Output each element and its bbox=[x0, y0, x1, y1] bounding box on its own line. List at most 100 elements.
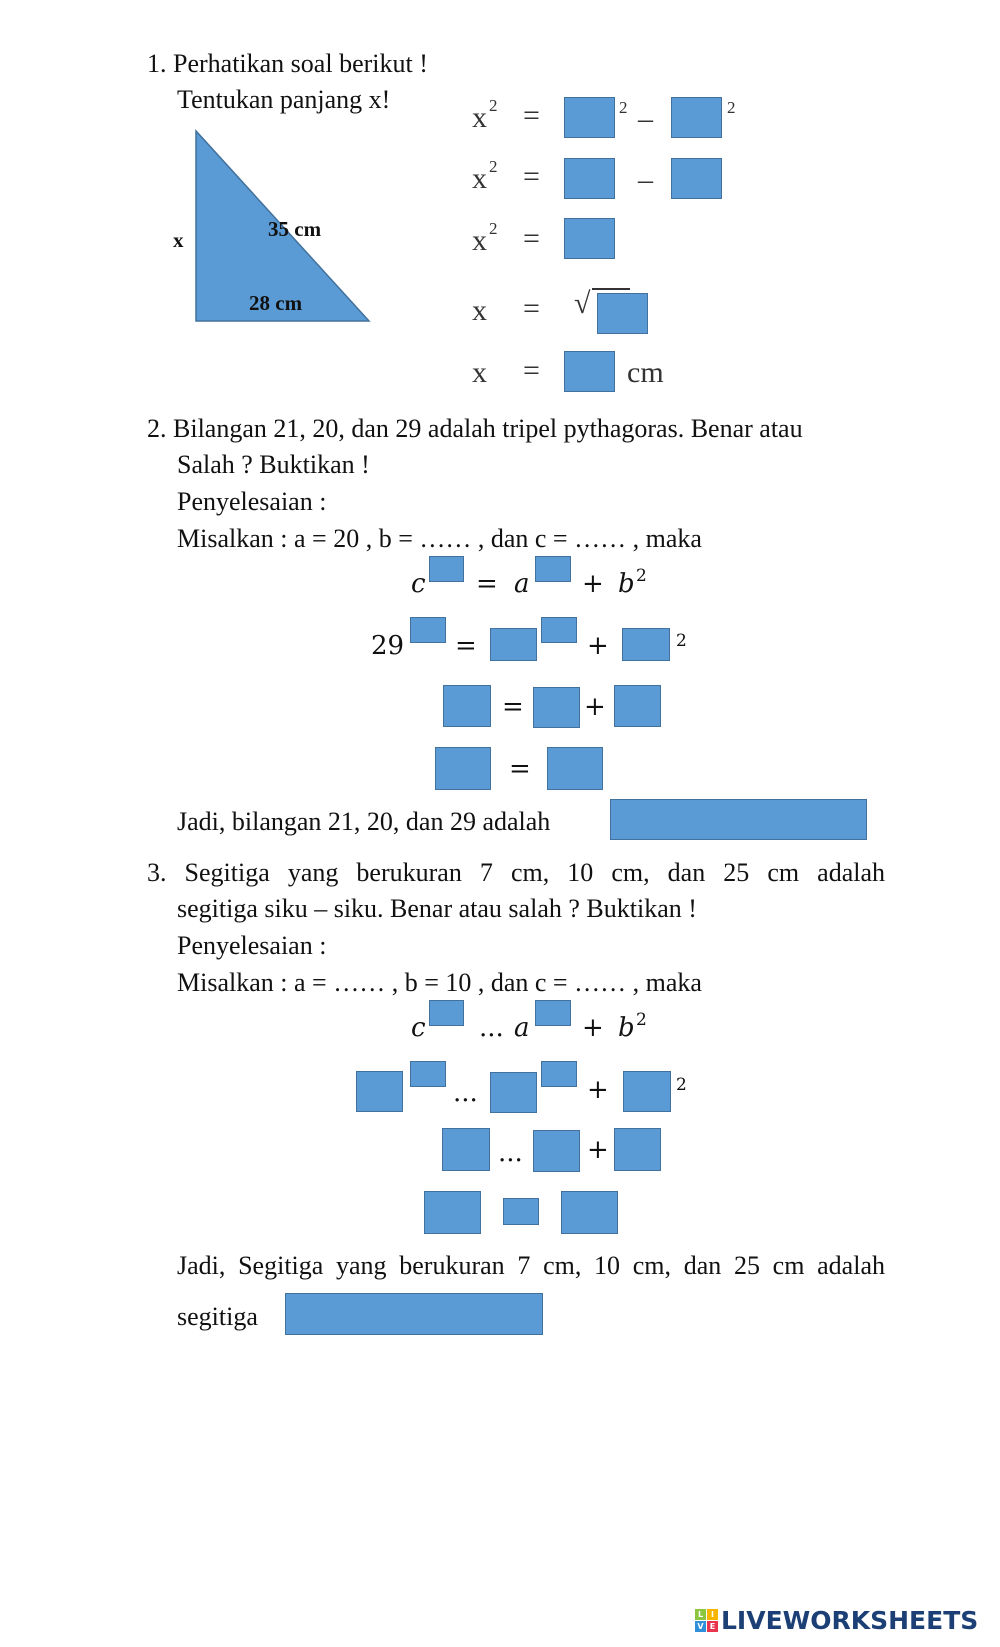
math-sup-2: 2 bbox=[636, 566, 647, 586]
answer-box[interactable] bbox=[564, 218, 615, 259]
sup-2: 2 bbox=[727, 98, 736, 117]
eq-minus: – bbox=[638, 102, 653, 135]
answer-box[interactable] bbox=[541, 1061, 577, 1087]
math-equals: = bbox=[502, 692, 524, 722]
math-29: 29 bbox=[371, 631, 405, 661]
q3-line: segitiga siku – siku. Benar atau salah ?… bbox=[177, 894, 697, 923]
answer-box[interactable] bbox=[671, 158, 722, 199]
sqrt-icon: √ bbox=[574, 287, 591, 320]
sqrt-bar bbox=[592, 288, 630, 290]
sup-2: 2 bbox=[489, 96, 498, 115]
eq-equals: = bbox=[523, 99, 540, 132]
triangle-label-base: 28 cm bbox=[249, 291, 303, 315]
right-triangle bbox=[195, 129, 371, 322]
answer-box[interactable] bbox=[561, 1191, 618, 1234]
sup-2: 2 bbox=[619, 98, 628, 117]
answer-box[interactable] bbox=[614, 685, 661, 727]
answer-box[interactable] bbox=[443, 685, 491, 727]
math-b: b bbox=[618, 1013, 635, 1043]
answer-box[interactable] bbox=[564, 158, 615, 199]
answer-box[interactable] bbox=[410, 1061, 446, 1087]
answer-box-wide[interactable] bbox=[610, 799, 867, 840]
triangle-label-x: x bbox=[173, 228, 184, 252]
q3-conclusion-2: segitiga bbox=[177, 1302, 258, 1331]
answer-box-wide[interactable] bbox=[285, 1293, 543, 1335]
math-plus: + bbox=[582, 1013, 604, 1043]
answer-box[interactable] bbox=[533, 687, 580, 728]
math-equals: = bbox=[455, 631, 477, 661]
answer-box[interactable] bbox=[490, 628, 537, 661]
answer-box[interactable] bbox=[410, 617, 446, 643]
eq-minus: – bbox=[638, 163, 653, 196]
q1-instruction: Tentukan panjang x! bbox=[177, 85, 391, 114]
math-a: a bbox=[514, 1013, 530, 1043]
answer-box[interactable] bbox=[564, 97, 615, 138]
answer-box[interactable] bbox=[671, 97, 722, 138]
sup-2: 2 bbox=[489, 157, 498, 176]
math-c: c bbox=[411, 569, 426, 599]
answer-box-operator[interactable] bbox=[503, 1198, 539, 1225]
eq-equals: = bbox=[523, 160, 540, 193]
answer-box[interactable] bbox=[424, 1191, 481, 1234]
eq-x: x bbox=[472, 101, 487, 134]
answer-box[interactable] bbox=[547, 747, 603, 790]
math-plus: + bbox=[587, 1135, 609, 1165]
math-dots: ... bbox=[453, 1078, 478, 1108]
q3-conclusion: Jadi, Segitiga yang berukuran 7 cm, 10 c… bbox=[177, 1253, 885, 1279]
answer-box[interactable] bbox=[429, 1000, 464, 1026]
answer-box[interactable] bbox=[533, 1130, 580, 1172]
q1-title: 1. Perhatikan soal berikut ! bbox=[147, 49, 428, 78]
answer-box[interactable] bbox=[622, 628, 670, 661]
triangle-shape bbox=[195, 129, 371, 322]
math-equals: = bbox=[509, 754, 531, 784]
q3-conclusion-text: Jadi, Segitiga yang berukuran 7 cm, 10 c… bbox=[177, 1251, 885, 1280]
math-a: a bbox=[514, 569, 530, 599]
eq-x: x bbox=[472, 294, 487, 327]
q2-solution-label: Penyelesaian : bbox=[177, 487, 327, 516]
answer-box[interactable] bbox=[535, 1000, 571, 1026]
answer-box[interactable] bbox=[541, 617, 577, 643]
q2-conclusion: Jadi, bilangan 21, 20, dan 29 adalah bbox=[177, 807, 551, 836]
unit-cm: cm bbox=[627, 356, 664, 389]
answer-box[interactable] bbox=[429, 556, 464, 582]
eq-x: x bbox=[472, 224, 487, 257]
sup-2: 2 bbox=[489, 219, 498, 238]
eq-x: x bbox=[472, 356, 487, 389]
answer-box[interactable] bbox=[623, 1071, 671, 1112]
answer-box[interactable] bbox=[490, 1072, 537, 1113]
math-plus: + bbox=[587, 631, 609, 661]
math-sup-2: 2 bbox=[676, 1075, 687, 1095]
math-sup-2: 2 bbox=[676, 631, 687, 651]
answer-box[interactable] bbox=[535, 556, 571, 582]
math-equals: = bbox=[476, 569, 498, 599]
answer-box[interactable] bbox=[597, 293, 648, 334]
q3-title: 3. Segitiga yang berukuran 7 cm, 10 cm, … bbox=[147, 860, 885, 886]
eq-equals: = bbox=[523, 292, 540, 325]
answer-box[interactable] bbox=[564, 351, 615, 392]
math-plus: + bbox=[582, 569, 604, 599]
answer-box[interactable] bbox=[442, 1128, 490, 1171]
math-dots: ... bbox=[498, 1138, 523, 1168]
math-plus: + bbox=[584, 692, 606, 722]
math-c: c bbox=[411, 1013, 426, 1043]
math-sup-2: 2 bbox=[636, 1010, 647, 1030]
q3-title-text: 3. Segitiga yang berukuran 7 cm, 10 cm, … bbox=[147, 858, 885, 887]
q3-solution-label: Penyelesaian : bbox=[177, 931, 327, 960]
eq-x: x bbox=[472, 162, 487, 195]
math-plus: + bbox=[587, 1075, 609, 1105]
answer-box[interactable] bbox=[614, 1128, 661, 1171]
triangle-label-hypotenuse: 35 cm bbox=[268, 217, 322, 241]
math-dots: ... bbox=[479, 1013, 504, 1043]
q2-line: Salah ? Buktikan ! bbox=[177, 450, 370, 479]
q2-variables: Misalkan : a = 20 , b = …… , dan c = …… … bbox=[177, 524, 702, 553]
eq-equals: = bbox=[523, 354, 540, 387]
answer-box[interactable] bbox=[435, 747, 491, 790]
q3-variables: Misalkan : a = …… , b = 10 , dan c = …… … bbox=[177, 968, 702, 997]
math-b: b bbox=[618, 569, 635, 599]
logo-text: LIVEWORKSHEETS bbox=[721, 1606, 979, 1635]
q2-title: 2. Bilangan 21, 20, dan 29 adalah tripel… bbox=[147, 414, 803, 443]
eq-equals: = bbox=[523, 222, 540, 255]
answer-box[interactable] bbox=[356, 1071, 403, 1112]
